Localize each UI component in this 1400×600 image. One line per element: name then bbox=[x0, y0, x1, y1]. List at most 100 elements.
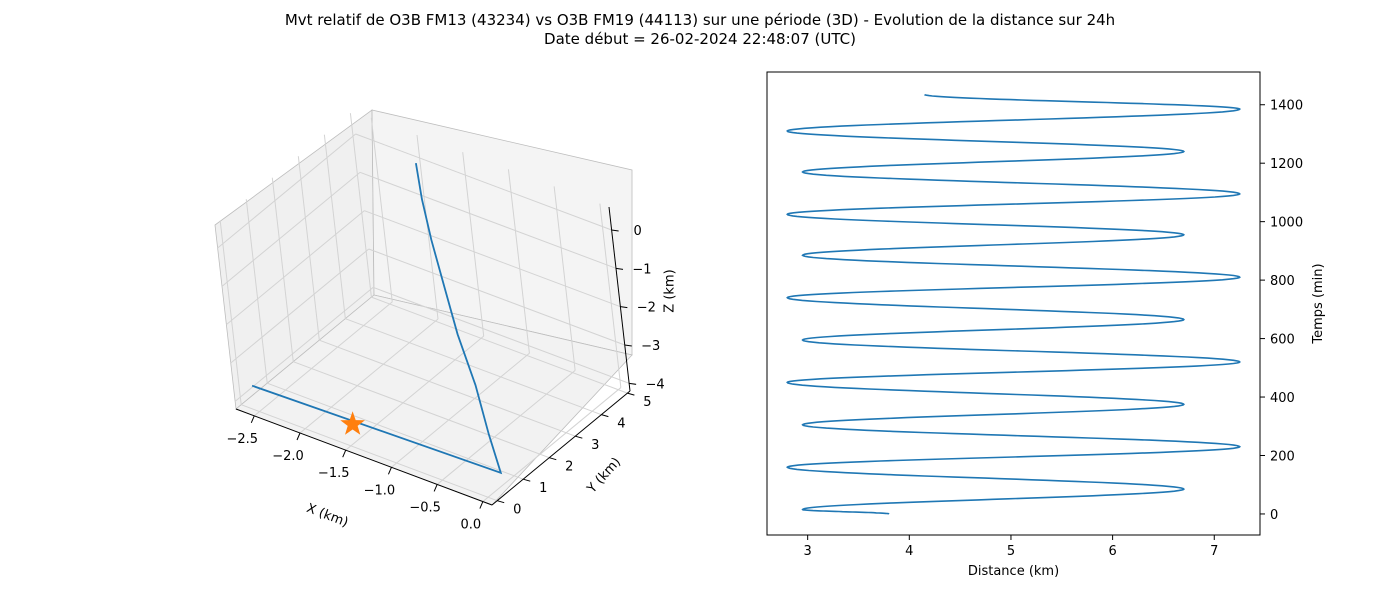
x-tick-mark bbox=[387, 467, 392, 475]
grid-y-floor bbox=[241, 404, 498, 502]
y-tick-label: 1 bbox=[539, 481, 547, 496]
grid-y-left bbox=[297, 156, 320, 341]
z-tick-label: −4 bbox=[646, 377, 665, 392]
z-tick-label: 0 bbox=[633, 224, 641, 239]
y-tick-label-2d: 800 bbox=[1270, 274, 1295, 289]
plot-frame bbox=[766, 71, 1261, 536]
x-tick-label-2d: 6 bbox=[1108, 544, 1116, 559]
y-tick-label: 0 bbox=[513, 503, 521, 518]
grid-z-left bbox=[217, 133, 356, 249]
x-tick-label: −1.0 bbox=[364, 483, 396, 498]
x-axis-label-2d: Distance (km) bbox=[968, 564, 1059, 579]
grid-z-left bbox=[230, 248, 370, 364]
grid-z-back bbox=[372, 286, 630, 384]
z-axis-label: Z (km) bbox=[663, 269, 678, 312]
grid-y-left bbox=[323, 134, 346, 319]
ticks-3d: −2.5 −2.0 −1.5 −1.0 −0.5 0.0 0 1 2 3 4 5 0 −1 −2 −3 −4 bbox=[226, 224, 664, 533]
grid-y-floor bbox=[319, 339, 576, 437]
grid-x-back bbox=[370, 117, 393, 302]
grid-x-back bbox=[507, 169, 530, 354]
z-tick-label: −3 bbox=[641, 339, 660, 354]
x-tick-label: 0.0 bbox=[461, 518, 482, 533]
x-tick-label: −2.5 bbox=[226, 432, 258, 447]
y-tick-mark bbox=[601, 414, 609, 418]
z-tick-label: −1 bbox=[632, 262, 651, 277]
x-tick-label-2d: 3 bbox=[804, 544, 812, 559]
y-tick-mark bbox=[575, 435, 583, 439]
grid-y-floor bbox=[267, 382, 524, 480]
grid-y-left bbox=[245, 199, 268, 384]
y-tick-label-2d: 600 bbox=[1270, 333, 1295, 348]
x-tick-label-2d: 4 bbox=[905, 544, 913, 559]
x-tick-mark bbox=[296, 432, 301, 441]
x-tick-label-2d: 7 bbox=[1210, 544, 1218, 559]
z-tick-label: −2 bbox=[637, 301, 656, 316]
star-marker bbox=[340, 411, 365, 435]
x-tick-mark bbox=[433, 484, 438, 492]
trajectory-3d-plot: −2.5 −2.0 −1.5 −1.0 −0.5 0.0 0 1 2 3 4 5 0 −1 −2 −3 −4 X… bbox=[214, 109, 678, 533]
y-axis-label: Y (km) bbox=[584, 455, 624, 497]
grid-x-back bbox=[462, 152, 485, 337]
x-ticks: 3 4 5 6 7 bbox=[804, 535, 1218, 559]
y-tick-label-2d: 1000 bbox=[1270, 216, 1303, 231]
y-tick-label: 5 bbox=[643, 395, 651, 410]
y-tick-mark bbox=[497, 500, 505, 504]
grid-x-floor bbox=[345, 335, 485, 451]
grid-z-back bbox=[368, 248, 625, 346]
grid-3d bbox=[217, 113, 630, 502]
grid-z-left bbox=[234, 286, 374, 402]
grid-z-left bbox=[221, 171, 361, 287]
figure-title-line1: Mvt relatif de O3B FM13 (43234) vs O3B F… bbox=[285, 11, 1115, 29]
distance-time-plot: 3 4 5 6 7 0 200 400 600 800 1000 1200 1400 Distance… bbox=[766, 71, 1326, 579]
grid-y-left bbox=[349, 113, 372, 298]
axes-3d bbox=[235, 206, 631, 506]
y-axis-label-2d: Temps (min) bbox=[1311, 263, 1326, 344]
grid-y-left bbox=[219, 220, 242, 405]
z-tick-mark bbox=[624, 344, 632, 347]
grid-x-floor bbox=[436, 370, 576, 485]
grid-z-back bbox=[364, 210, 621, 308]
grid-z-back bbox=[355, 133, 612, 231]
y-tick-mark bbox=[627, 392, 635, 396]
trajectory-line bbox=[251, 162, 503, 475]
x-tick-label: −1.5 bbox=[318, 466, 350, 481]
grid-x-back bbox=[599, 203, 622, 388]
y-tick-label-2d: 200 bbox=[1270, 449, 1295, 464]
y-tick-label: 3 bbox=[591, 438, 599, 453]
grid-x-floor bbox=[253, 301, 393, 417]
z-tick-mark bbox=[615, 267, 624, 270]
x-tick-mark bbox=[250, 415, 255, 424]
grid-x-floor bbox=[391, 352, 530, 468]
x-axis-line bbox=[235, 408, 493, 506]
x-axis-label: X (km) bbox=[304, 501, 350, 531]
grid-z-back bbox=[359, 171, 617, 269]
grid-y-floor bbox=[345, 318, 602, 416]
figure-title-line2: Date début = 26-02-2024 22:48:07 (UTC) bbox=[544, 30, 856, 48]
x-tick-label: −0.5 bbox=[409, 500, 441, 515]
grid-x-floor bbox=[482, 387, 622, 502]
y-tick-label: 2 bbox=[565, 460, 573, 475]
z-tick-mark bbox=[611, 229, 619, 232]
y-tick-label-2d: 400 bbox=[1270, 391, 1295, 406]
grid-z-left bbox=[226, 210, 365, 326]
distance-curve bbox=[785, 93, 1242, 515]
z-tick-mark bbox=[620, 306, 628, 309]
x-tick-label: −2.0 bbox=[272, 449, 304, 464]
grid-x-back bbox=[553, 186, 576, 371]
z-axis-line bbox=[608, 206, 631, 392]
grid-y-floor bbox=[293, 361, 550, 459]
grid-x-floor bbox=[299, 318, 439, 434]
grid-y-left bbox=[271, 177, 294, 362]
y-tick-mark bbox=[523, 478, 531, 482]
x-tick-mark bbox=[342, 449, 347, 458]
y-tick-mark bbox=[549, 457, 557, 461]
y-tick-label-2d: 1200 bbox=[1270, 157, 1303, 172]
y-tick-label: 4 bbox=[617, 417, 625, 432]
y-axis-line bbox=[491, 390, 631, 506]
z-tick-mark bbox=[629, 382, 637, 385]
x-tick-label-2d: 5 bbox=[1007, 544, 1015, 559]
x-tick-mark bbox=[479, 501, 484, 509]
grid-y-floor bbox=[371, 296, 628, 394]
y-ticks: 0 200 400 600 800 1000 1200 1400 bbox=[1260, 99, 1303, 523]
